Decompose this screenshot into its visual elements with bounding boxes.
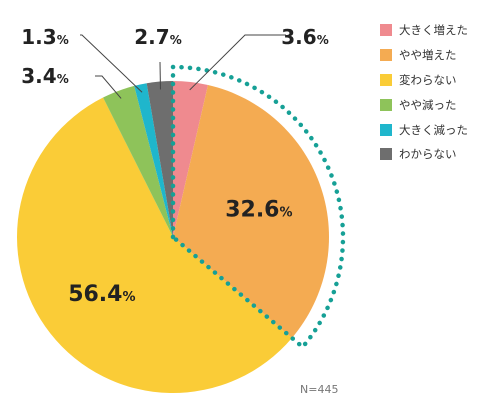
- legend-swatch-3: [380, 98, 392, 111]
- legend-label-4: 大きく減った: [399, 122, 468, 137]
- pie-slice-3: [103, 85, 173, 237]
- data-label-0: 3.6%: [281, 25, 328, 49]
- legend-item-2: 変わらない: [380, 68, 498, 93]
- leader-line-4: [80, 34, 143, 93]
- legend-swatch-4: [380, 123, 392, 136]
- legend-item-3: やや減った: [380, 92, 498, 117]
- pie-slice-5: [146, 81, 173, 237]
- pie-slice-4: [134, 83, 173, 237]
- legend-swatch-5: [380, 148, 392, 161]
- legend-swatch-2: [380, 73, 392, 86]
- leader-line-3: [95, 75, 122, 99]
- data-label-5: 2.7%: [134, 25, 181, 49]
- leader-lines: [80, 34, 286, 99]
- legend-label-3: やや減った: [399, 97, 457, 112]
- leader-line-0: [189, 34, 286, 91]
- legend-item-4: 大きく減った: [380, 117, 498, 142]
- legend-label-5: わからない: [399, 147, 457, 162]
- legend-label-2: 変わらない: [399, 72, 457, 87]
- legend-swatch-1: [380, 49, 392, 62]
- highlight-dotted-outline: [170, 64, 346, 351]
- legend-item-0: 大きく増えた: [380, 18, 498, 43]
- legend: 大きく増えた やや増えた変わらないやや減った大きく減った わからない: [380, 18, 498, 167]
- data-label-4: 1.3%: [21, 25, 68, 49]
- pie-slices: [17, 81, 329, 394]
- legend-label-0: 大きく増えた: [399, 23, 468, 38]
- data-label-2: 56.4%: [68, 282, 135, 307]
- pie-slice-0: [173, 81, 208, 237]
- sample-size-note: N=445: [300, 383, 339, 396]
- legend-item-1: やや増えた: [380, 43, 498, 68]
- legend-swatch-0: [380, 24, 392, 37]
- pie-slice-1: [173, 84, 329, 338]
- data-label-1: 32.6%: [225, 198, 292, 223]
- pie-slice-2: [17, 97, 292, 394]
- legend-item-5: わからない: [380, 142, 498, 167]
- legend-label-1: やや増えた: [399, 48, 457, 63]
- data-label-3: 3.4%: [21, 64, 68, 88]
- data-labels: 3.6% 32.6% 56.4% 3.4% 1.3% 2.7%: [21, 25, 328, 307]
